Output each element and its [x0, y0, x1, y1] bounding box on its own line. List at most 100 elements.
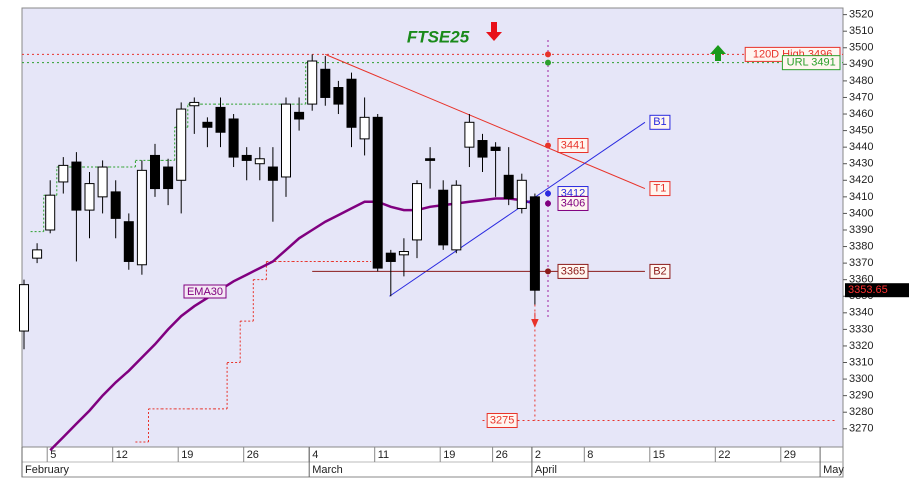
- candle-body: [307, 60, 318, 105]
- candle-body: [123, 221, 134, 262]
- y-tick-label: 3390: [849, 224, 873, 236]
- candle-body: [412, 183, 422, 241]
- candle-body: [503, 174, 514, 200]
- x-tick-label: 4: [312, 449, 318, 461]
- ema-label: EMA30: [187, 286, 223, 298]
- projection-dot: [545, 142, 551, 149]
- candle-body: [97, 166, 108, 198]
- candle-body: [136, 169, 147, 266]
- y-tick-label: 3360: [849, 274, 873, 286]
- candle-body: [254, 158, 265, 165]
- x-tick-label: 26: [496, 449, 508, 461]
- month-label: February: [25, 464, 70, 476]
- candle-body: [19, 284, 29, 332]
- ema-label-box: [183, 284, 227, 299]
- projection-label-box: [557, 137, 589, 153]
- month-label: March: [312, 464, 343, 476]
- y-tick-label: 3300: [849, 373, 873, 385]
- y-tick-label: 3380: [849, 240, 873, 252]
- month-label: April: [535, 464, 557, 476]
- y-tick-label: 3490: [849, 58, 873, 70]
- y-tick-label: 3330: [849, 323, 873, 335]
- y-tick-label: 3440: [849, 141, 873, 153]
- projection-label: 3365: [561, 265, 585, 277]
- candle-body: [477, 140, 488, 158]
- candle-body: [163, 166, 174, 190]
- y-tick-label: 3410: [849, 191, 873, 203]
- target-arrow: [531, 312, 539, 328]
- candle-body: [372, 116, 383, 269]
- trendline-label: T1: [654, 182, 667, 194]
- plot-area: [21, 7, 844, 448]
- projection-label-box: [557, 263, 589, 279]
- level-label-box: [781, 55, 841, 71]
- target-label: 3275: [490, 414, 514, 426]
- candle-body: [385, 252, 396, 262]
- trendline-label-box: [649, 263, 671, 279]
- level-dot: [545, 59, 551, 66]
- candle-body: [464, 121, 475, 148]
- y-tick-label: 3400: [849, 207, 873, 219]
- candle-body: [281, 103, 291, 178]
- candle-body: [84, 183, 95, 211]
- last-price-box: [845, 283, 909, 298]
- candle-body: [529, 196, 540, 291]
- candle-body: [110, 191, 121, 219]
- candle-body: [58, 164, 69, 183]
- x-tick-label: 19: [443, 449, 455, 461]
- y-tick-label: 3340: [849, 307, 873, 319]
- projection-label: 3441: [561, 139, 585, 151]
- candle-body: [425, 158, 436, 161]
- trendline-label-box: [649, 181, 671, 197]
- x-tick-label: 5: [50, 449, 56, 461]
- x-tick-label: 2: [535, 449, 541, 461]
- candle-body: [202, 121, 213, 128]
- x-tick-label: 8: [587, 449, 593, 461]
- target-label-box: [486, 412, 518, 428]
- level-label: URL 3491: [787, 57, 836, 69]
- y-tick-label: 3320: [849, 340, 873, 352]
- trendline-label-box: [649, 114, 671, 130]
- trendline: [325, 53, 646, 190]
- y-tick-label: 3370: [849, 257, 873, 269]
- y-tick-label: 3500: [849, 42, 873, 54]
- trendline: [389, 121, 646, 297]
- y-tick-label: 3460: [849, 108, 873, 120]
- candle-body: [359, 116, 370, 140]
- y-tick-label: 3480: [849, 75, 873, 87]
- candle-body: [451, 184, 462, 251]
- candle-body: [267, 166, 278, 181]
- y-tick-label: 3280: [849, 406, 873, 418]
- projection-dot: [545, 200, 551, 207]
- candle-body: [333, 87, 344, 105]
- x-tick-label: 26: [247, 449, 259, 461]
- y-tick-label: 3270: [849, 423, 873, 435]
- candle-body: [215, 106, 226, 133]
- y-tick-label: 3520: [849, 9, 873, 21]
- chart-title: FTSE25: [407, 27, 470, 46]
- last-price-label: 3353.65: [848, 284, 888, 296]
- candle-body: [228, 118, 239, 158]
- candle-body: [346, 78, 357, 128]
- candle-body: [241, 154, 252, 161]
- trendline-label: B1: [653, 116, 666, 128]
- down-arrow: [486, 22, 502, 41]
- candle-body: [189, 101, 200, 107]
- x-tick-label: 29: [784, 449, 796, 461]
- y-tick-label: 3450: [849, 124, 873, 136]
- candle-body: [490, 146, 501, 151]
- y-tick-label: 3470: [849, 91, 873, 103]
- projection-label: 3406: [561, 197, 585, 209]
- y-tick-label: 3290: [849, 390, 873, 402]
- y-tick-label: 3420: [849, 174, 873, 186]
- projection-label-box: [557, 195, 589, 211]
- y-tick-label: 3310: [849, 356, 873, 368]
- x-tick-label: 22: [718, 449, 730, 461]
- y-tick-label: 3510: [849, 25, 873, 37]
- projection-dot: [545, 268, 551, 275]
- x-tick-label: 15: [653, 449, 665, 461]
- candle-body: [438, 189, 449, 246]
- candle-body: [398, 251, 409, 256]
